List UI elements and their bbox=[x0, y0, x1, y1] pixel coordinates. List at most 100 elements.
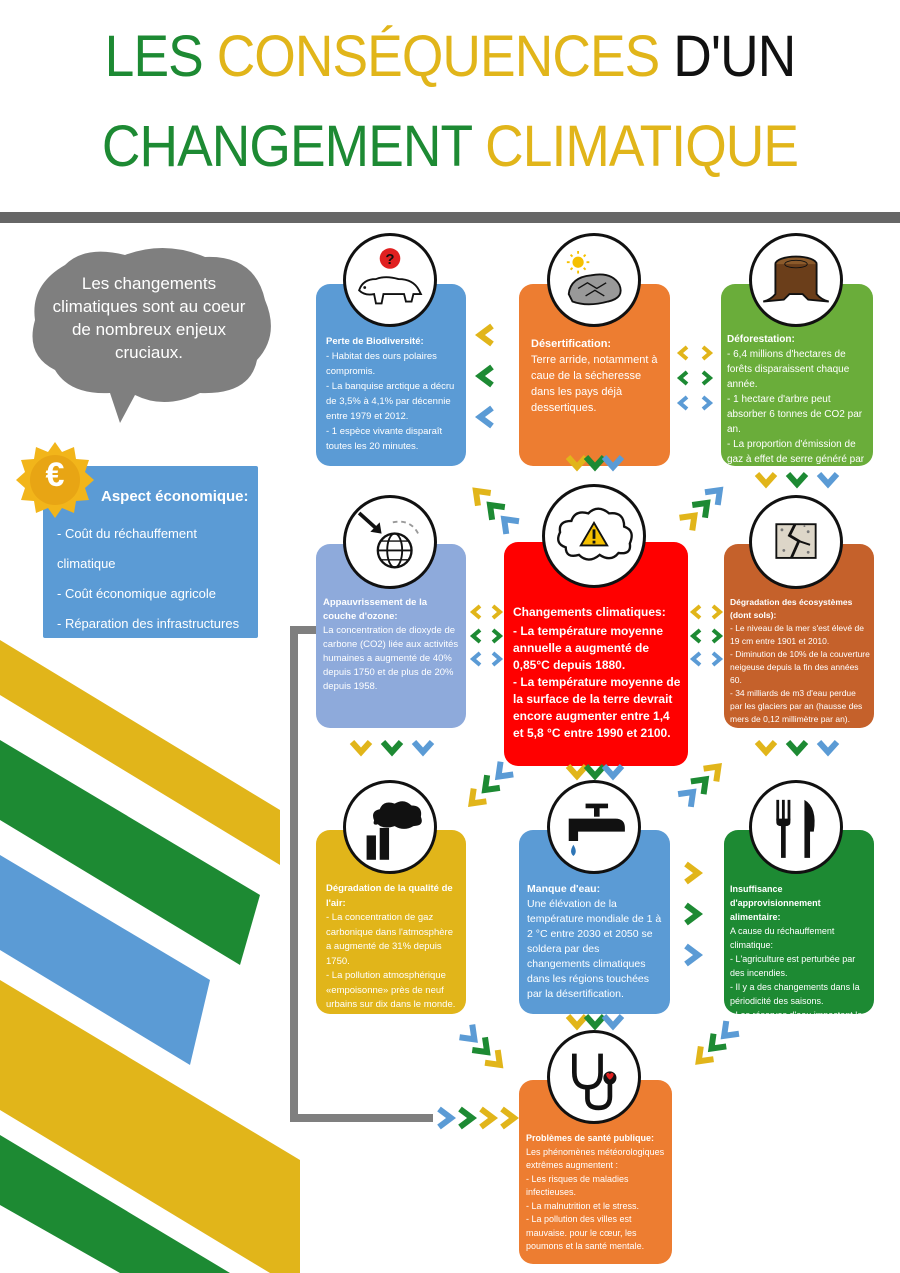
economy-item: - Coût du réchauffement climatique bbox=[57, 526, 197, 571]
box-title: Changements climatiques: bbox=[513, 605, 666, 619]
stripe-green-2 bbox=[0, 1135, 230, 1273]
box-line: - Il y a des changements dans la périodi… bbox=[730, 982, 860, 1006]
title-word: CLIMATIQUE bbox=[485, 114, 799, 179]
box-line: - La température moyenne annuelle a augm… bbox=[513, 624, 664, 672]
box-line: Une élévation de la température mondiale… bbox=[527, 898, 662, 1000]
chevron-right-icon bbox=[502, 1109, 514, 1127]
box-title: Dégradation de la qualité de l'air: bbox=[326, 883, 453, 909]
diagonal-stripes bbox=[0, 640, 300, 1273]
box-line: - Diminution de 10% de la couverture nei… bbox=[730, 649, 870, 685]
box-line: - La concentration de gaz carbonique dan… bbox=[326, 912, 453, 967]
stripe-blue-1 bbox=[0, 855, 210, 1065]
chevron-down-icon bbox=[586, 766, 604, 776]
chevron-diagonal-icon bbox=[460, 1025, 507, 1072]
chevron-diagonal-icon bbox=[678, 760, 725, 807]
chevron-diagonal-icon bbox=[465, 762, 513, 810]
water-tap-icon bbox=[547, 780, 641, 874]
double-chevron-icon bbox=[678, 345, 712, 411]
box-line: Les phénomènes météorologiques extrêmes … bbox=[526, 1146, 665, 1171]
box-line: - La malnutrition et le stress. bbox=[526, 1200, 640, 1211]
box-line: - La banquise arctique a décru de 3,5% à… bbox=[326, 381, 455, 422]
chevron-right-icon bbox=[460, 1109, 472, 1127]
chevron-right-icon bbox=[481, 1109, 493, 1127]
economy-title: Aspect économique: bbox=[101, 488, 249, 505]
chevron-right-icon bbox=[686, 864, 698, 882]
economy-item: - Coût économique agricole bbox=[57, 586, 216, 601]
box-line: - Les réserves d'eau impactent le pâtura… bbox=[730, 1008, 870, 1014]
economy-item: - Réparation des infrastructures bbox=[57, 616, 240, 631]
title-word: LES bbox=[104, 24, 217, 89]
polar-bear-question-icon: ? bbox=[343, 233, 437, 327]
speech-bubble-text: Les changements climatiques sont au coeu… bbox=[52, 274, 246, 362]
box-deforestation: Déforestation: - 6,4 millions d'hectares… bbox=[721, 284, 873, 466]
chevron-left-icon bbox=[480, 326, 492, 344]
gray-connector-line bbox=[290, 626, 433, 1122]
box-line: Terre arride, notamment à caue de la séc… bbox=[531, 354, 658, 414]
box-title: Dégradation des écosystèmes (dont sols): bbox=[730, 597, 853, 620]
chevron-down-icon bbox=[788, 742, 806, 752]
cloud-warning-icon bbox=[542, 484, 646, 588]
factory-smoke-icon bbox=[343, 780, 437, 874]
box-title: Manque d'eau: bbox=[527, 883, 601, 895]
fork-knife-icon bbox=[749, 780, 843, 874]
chevron-down-icon bbox=[819, 742, 837, 752]
chevron-down-icon bbox=[568, 766, 586, 776]
chevron-diagonal-icon bbox=[469, 484, 518, 533]
chevron-down-icon bbox=[788, 474, 806, 484]
sun-rock-icon bbox=[547, 233, 641, 327]
chevron-down-icon bbox=[604, 1016, 622, 1026]
double-chevron-icon bbox=[471, 604, 502, 667]
stripe-yellow-2 bbox=[0, 980, 300, 1273]
box-manque-eau: Manque d'eau: Une élévation de la tempér… bbox=[519, 830, 670, 1014]
title-word: CONSÉQUENCES bbox=[216, 24, 674, 89]
double-chevron-icon bbox=[691, 604, 722, 667]
title-word: CHANGEMENT bbox=[101, 114, 486, 179]
chevron-right-icon bbox=[439, 1109, 451, 1127]
stethoscope-icon bbox=[547, 1030, 641, 1124]
box-line: - 1 espèce vivante disparaît toutes les … bbox=[326, 426, 443, 452]
euro-symbol: € bbox=[45, 456, 65, 494]
svg-text:?: ? bbox=[385, 251, 394, 268]
box-title: Insuffisance d'approvisionnement aliment… bbox=[730, 884, 821, 922]
title-line-1: LES CONSÉQUENCES D'UN bbox=[36, 28, 864, 86]
chevron-left-icon bbox=[480, 367, 492, 385]
chevron-down-icon bbox=[819, 474, 837, 484]
box-title: Déforestation: bbox=[727, 334, 795, 345]
box-line: - La température moyenne de la surface d… bbox=[513, 675, 681, 740]
box-line: - La proportion d'émission de gaz à effe… bbox=[727, 439, 865, 465]
speech-bubble-shape bbox=[32, 247, 271, 423]
box-title: Problèmes de santé publique: bbox=[526, 1133, 655, 1143]
chevron-down-icon bbox=[757, 742, 775, 752]
chevron-left-icon bbox=[480, 408, 492, 426]
title-line-2: CHANGEMENT CLIMATIQUE bbox=[36, 118, 864, 176]
box-line: La concentration de dioxyde de carbone (… bbox=[323, 625, 459, 692]
economy-box: Aspect économique: - Coût du réchauffeme… bbox=[43, 466, 258, 638]
box-line: - 1 hectare d'arbre peut absorber 6 tonn… bbox=[727, 394, 863, 435]
chevron-down-icon bbox=[757, 474, 775, 484]
chevron-right-icon bbox=[686, 946, 698, 964]
stripe-yellow-1 bbox=[0, 640, 280, 865]
box-title: Perte de Biodiversité: bbox=[326, 336, 424, 347]
economy-list: - Coût du réchauffement climatique - Coû… bbox=[57, 519, 258, 638]
box-line: - Les risques de maladies infectieuses. bbox=[526, 1173, 629, 1198]
chevron-diagonal-icon bbox=[680, 484, 727, 531]
box-line: - 34 milliards de m3 d'eau perdue par le… bbox=[730, 688, 863, 724]
box-desertification: Désertification: Terre arride, notamment… bbox=[519, 284, 670, 466]
chevron-down-icon bbox=[604, 766, 622, 776]
cracked-ground-icon bbox=[749, 495, 843, 589]
box-line: - Habitat des ours polaires compromis. bbox=[326, 351, 437, 377]
chevron-down-icon bbox=[568, 1016, 586, 1026]
box-line: A cause du réchauffement climatique: bbox=[730, 926, 835, 950]
box-title: Appauvrissement de la couche d'ozone: bbox=[323, 597, 428, 622]
title-divider bbox=[0, 212, 900, 223]
box-line: - 6,4 millions d'hectares de forêts disp… bbox=[727, 349, 850, 390]
box-line: - Le niveau de la mer s'est élevé de 19 … bbox=[730, 623, 864, 646]
box-line: - L'agriculture est perturbée par des in… bbox=[730, 954, 856, 978]
stripe-green-1 bbox=[0, 740, 260, 965]
euro-badge-icon bbox=[16, 442, 94, 518]
chevron-diagonal-icon bbox=[692, 1021, 739, 1068]
tree-stump-icon bbox=[749, 233, 843, 327]
chevron-right-icon bbox=[686, 905, 698, 923]
box-title: Désertification: bbox=[531, 338, 612, 350]
box-line: - La pollution des villes est mauvaise. … bbox=[526, 1214, 645, 1251]
